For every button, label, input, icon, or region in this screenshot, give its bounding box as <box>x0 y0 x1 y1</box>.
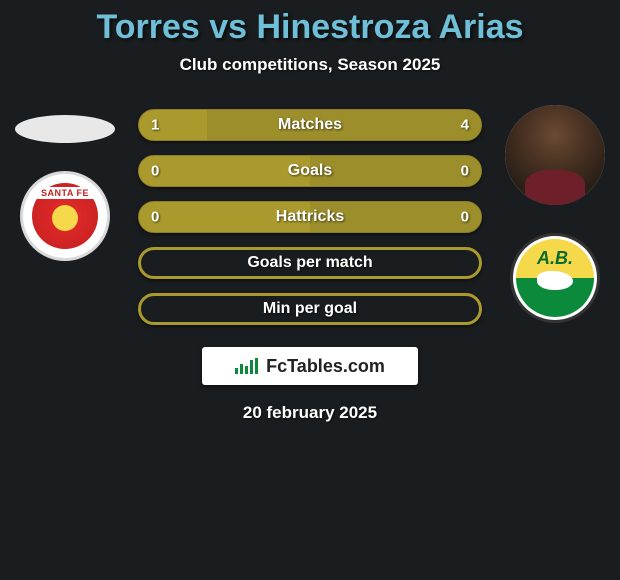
stat-value-p1: 0 <box>151 209 159 226</box>
stat-value-p2: 0 <box>461 209 469 226</box>
stat-bar: 0 0 Goals <box>138 155 482 187</box>
subtitle: Club competitions, Season 2025 <box>0 55 620 75</box>
stat-bar: Min per goal <box>138 293 482 325</box>
stat-label: Matches <box>278 116 342 134</box>
player1-avatar <box>15 115 115 143</box>
stat-bar: 1 4 Matches <box>138 109 482 141</box>
stat-label: Hattricks <box>276 208 344 226</box>
branding-text: FcTables.com <box>266 356 385 377</box>
stat-bars: 1 4 Matches 0 0 Goals 0 0 Hattricks Goals per mat… <box>138 105 482 325</box>
branding-badge: FcTables.com <box>202 347 418 385</box>
player2-avatar <box>505 105 605 205</box>
player2-club-badge: A.B. <box>510 233 600 323</box>
stat-label: Min per goal <box>263 300 357 318</box>
stat-value-p1: 0 <box>151 163 159 180</box>
stat-bar: 0 0 Hattricks <box>138 201 482 233</box>
comparison-card: Torres vs Hinestroza Arias Club competit… <box>0 0 620 423</box>
stat-value-p1: 1 <box>151 117 159 134</box>
player1-club-text: SANTA FE <box>35 187 95 199</box>
lion-icon <box>52 205 78 231</box>
date-text: 20 february 2025 <box>0 403 620 423</box>
page-title: Torres vs Hinestroza Arias <box>0 8 620 47</box>
stat-bar: Goals per match <box>138 247 482 279</box>
main-row: SANTA FE 1 4 Matches 0 0 Goals 0 0 Hattricks Goal… <box>0 105 620 325</box>
map-icon <box>537 271 574 289</box>
stat-label: Goals per match <box>247 254 372 272</box>
stat-label: Goals <box>288 162 332 180</box>
barchart-icon <box>235 358 258 374</box>
stat-value-p2: 0 <box>461 163 469 180</box>
player1-column: SANTA FE <box>10 105 120 261</box>
stat-value-p2: 4 <box>461 117 469 134</box>
player2-column: A.B. <box>500 105 610 323</box>
player1-club-badge: SANTA FE <box>20 171 110 261</box>
